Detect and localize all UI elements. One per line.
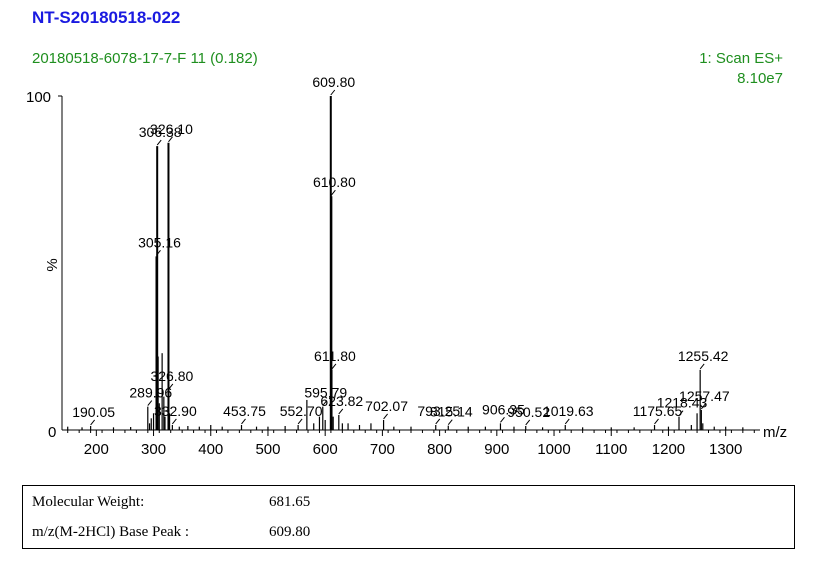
peak-label: 1175.65	[633, 403, 683, 419]
peak-label-leader	[331, 363, 337, 370]
peak-label-leader	[330, 89, 336, 96]
y-tick-0: 0	[48, 424, 56, 441]
sample-title: NT-S20180518-022	[32, 8, 180, 27]
x-tick-label: 300	[141, 441, 166, 458]
peak-label-leader	[525, 419, 531, 426]
peak-label: 552.70	[280, 403, 323, 419]
peak-label: 326.10	[150, 121, 193, 137]
peak-label: 332.90	[154, 403, 197, 419]
peak-label: 609.80	[312, 74, 355, 90]
peak-label-leader	[338, 408, 344, 415]
peak-label: 453.75	[223, 403, 266, 419]
peak-label: 1257.47	[679, 388, 730, 404]
peak-label-leader	[168, 383, 174, 390]
peak-label-leader	[330, 189, 336, 196]
molecular-weight-label: Molecular Weight:	[32, 494, 145, 510]
peak-label-leader	[241, 418, 246, 425]
peak-label: 610.80	[313, 174, 356, 190]
peak-label: 950.52	[507, 404, 550, 420]
peak-label-leader	[678, 410, 684, 416]
peak-label: 702.07	[365, 398, 408, 414]
peak-label-leader	[435, 418, 441, 425]
peak-label: 326.80	[150, 368, 193, 384]
x-tick-label: 800	[427, 441, 452, 458]
peak-label-leader	[168, 136, 173, 143]
x-axis-label: m/z	[763, 424, 787, 441]
peak-label-leader	[699, 363, 705, 370]
info-table: Molecular Weight: 681.65 m/z(M-2HCl) Bas…	[22, 485, 795, 549]
peak-label: 1255.42	[678, 348, 729, 364]
peak-label: 190.05	[72, 404, 115, 420]
base-peak-value: 609.80	[269, 524, 311, 540]
peak-label-leader	[297, 418, 303, 425]
peak-label: 815.14	[430, 404, 473, 420]
peak-label-leader	[322, 400, 328, 406]
x-tick-label: 600	[313, 441, 338, 458]
peak-bars	[67, 96, 744, 430]
peak-label: 595.79	[304, 385, 347, 401]
spectrum-svg: NT-S20180518-022 20180518-6078-17-7-F 11…	[26, 8, 787, 458]
peak-label: 289.96	[129, 385, 172, 401]
x-tick-label: 700	[370, 441, 395, 458]
x-tick-label: 1100	[595, 441, 627, 458]
peak-label-leader	[564, 418, 570, 425]
peak-label: 306.38	[139, 124, 182, 140]
base-peak-row: m/z(M-2HCl) Base Peak : 609.80	[23, 518, 794, 546]
peak-label-leader	[383, 413, 388, 420]
peak-label-leader	[171, 418, 177, 425]
peak-label-leader	[500, 417, 505, 423]
x-tick-label: 200	[84, 441, 109, 458]
x-tick-label: 500	[255, 441, 280, 458]
y-axis-label: %	[44, 258, 61, 271]
peak-label-leader	[654, 418, 659, 425]
x-tick-label: 400	[198, 441, 223, 458]
peak-label-leader	[156, 250, 161, 256]
molecular-weight-row: Molecular Weight: 681.65	[23, 488, 794, 516]
scan-mode: 1: Scan ES+	[699, 50, 783, 67]
molecular-weight-value: 681.65	[269, 494, 311, 510]
x-minor-ticks	[67, 430, 755, 433]
run-info: 20180518-6078-17-7-F 11 (0.182)	[32, 50, 258, 67]
peak-label: 623.82	[320, 393, 363, 409]
y-tick-100: 100	[26, 89, 51, 106]
peak-label: 611.80	[314, 348, 356, 364]
peak-label: 906.35	[482, 401, 525, 417]
peak-label: 305.16	[138, 234, 181, 250]
x-tick-label: 1300	[709, 441, 742, 458]
x-tick-label: 900	[484, 441, 509, 458]
peak-label-leader	[447, 419, 453, 425]
intensity-value: 8.10e7	[737, 70, 783, 87]
x-tick-label: 1000	[537, 441, 570, 458]
mass-spectrum-chart: NT-S20180518-022 20180518-6078-17-7-F 11…	[26, 8, 787, 458]
base-peak-label: m/z(M-2HCl) Base Peak :	[32, 524, 190, 540]
peak-label: 1218.43	[657, 395, 708, 411]
x-tick-label: 1200	[652, 441, 685, 458]
peak-label-leader	[90, 419, 96, 426]
peak-label: 793.25	[417, 403, 460, 419]
peak-label: 1019.63	[543, 403, 594, 419]
peak-label-leader	[147, 400, 153, 406]
x-major-ticks: 200 300 400 500 600 700 800 900 1000 1100 1200 1300	[84, 430, 742, 458]
peak-label-leader	[700, 403, 706, 410]
peak-label-leader	[156, 139, 162, 146]
